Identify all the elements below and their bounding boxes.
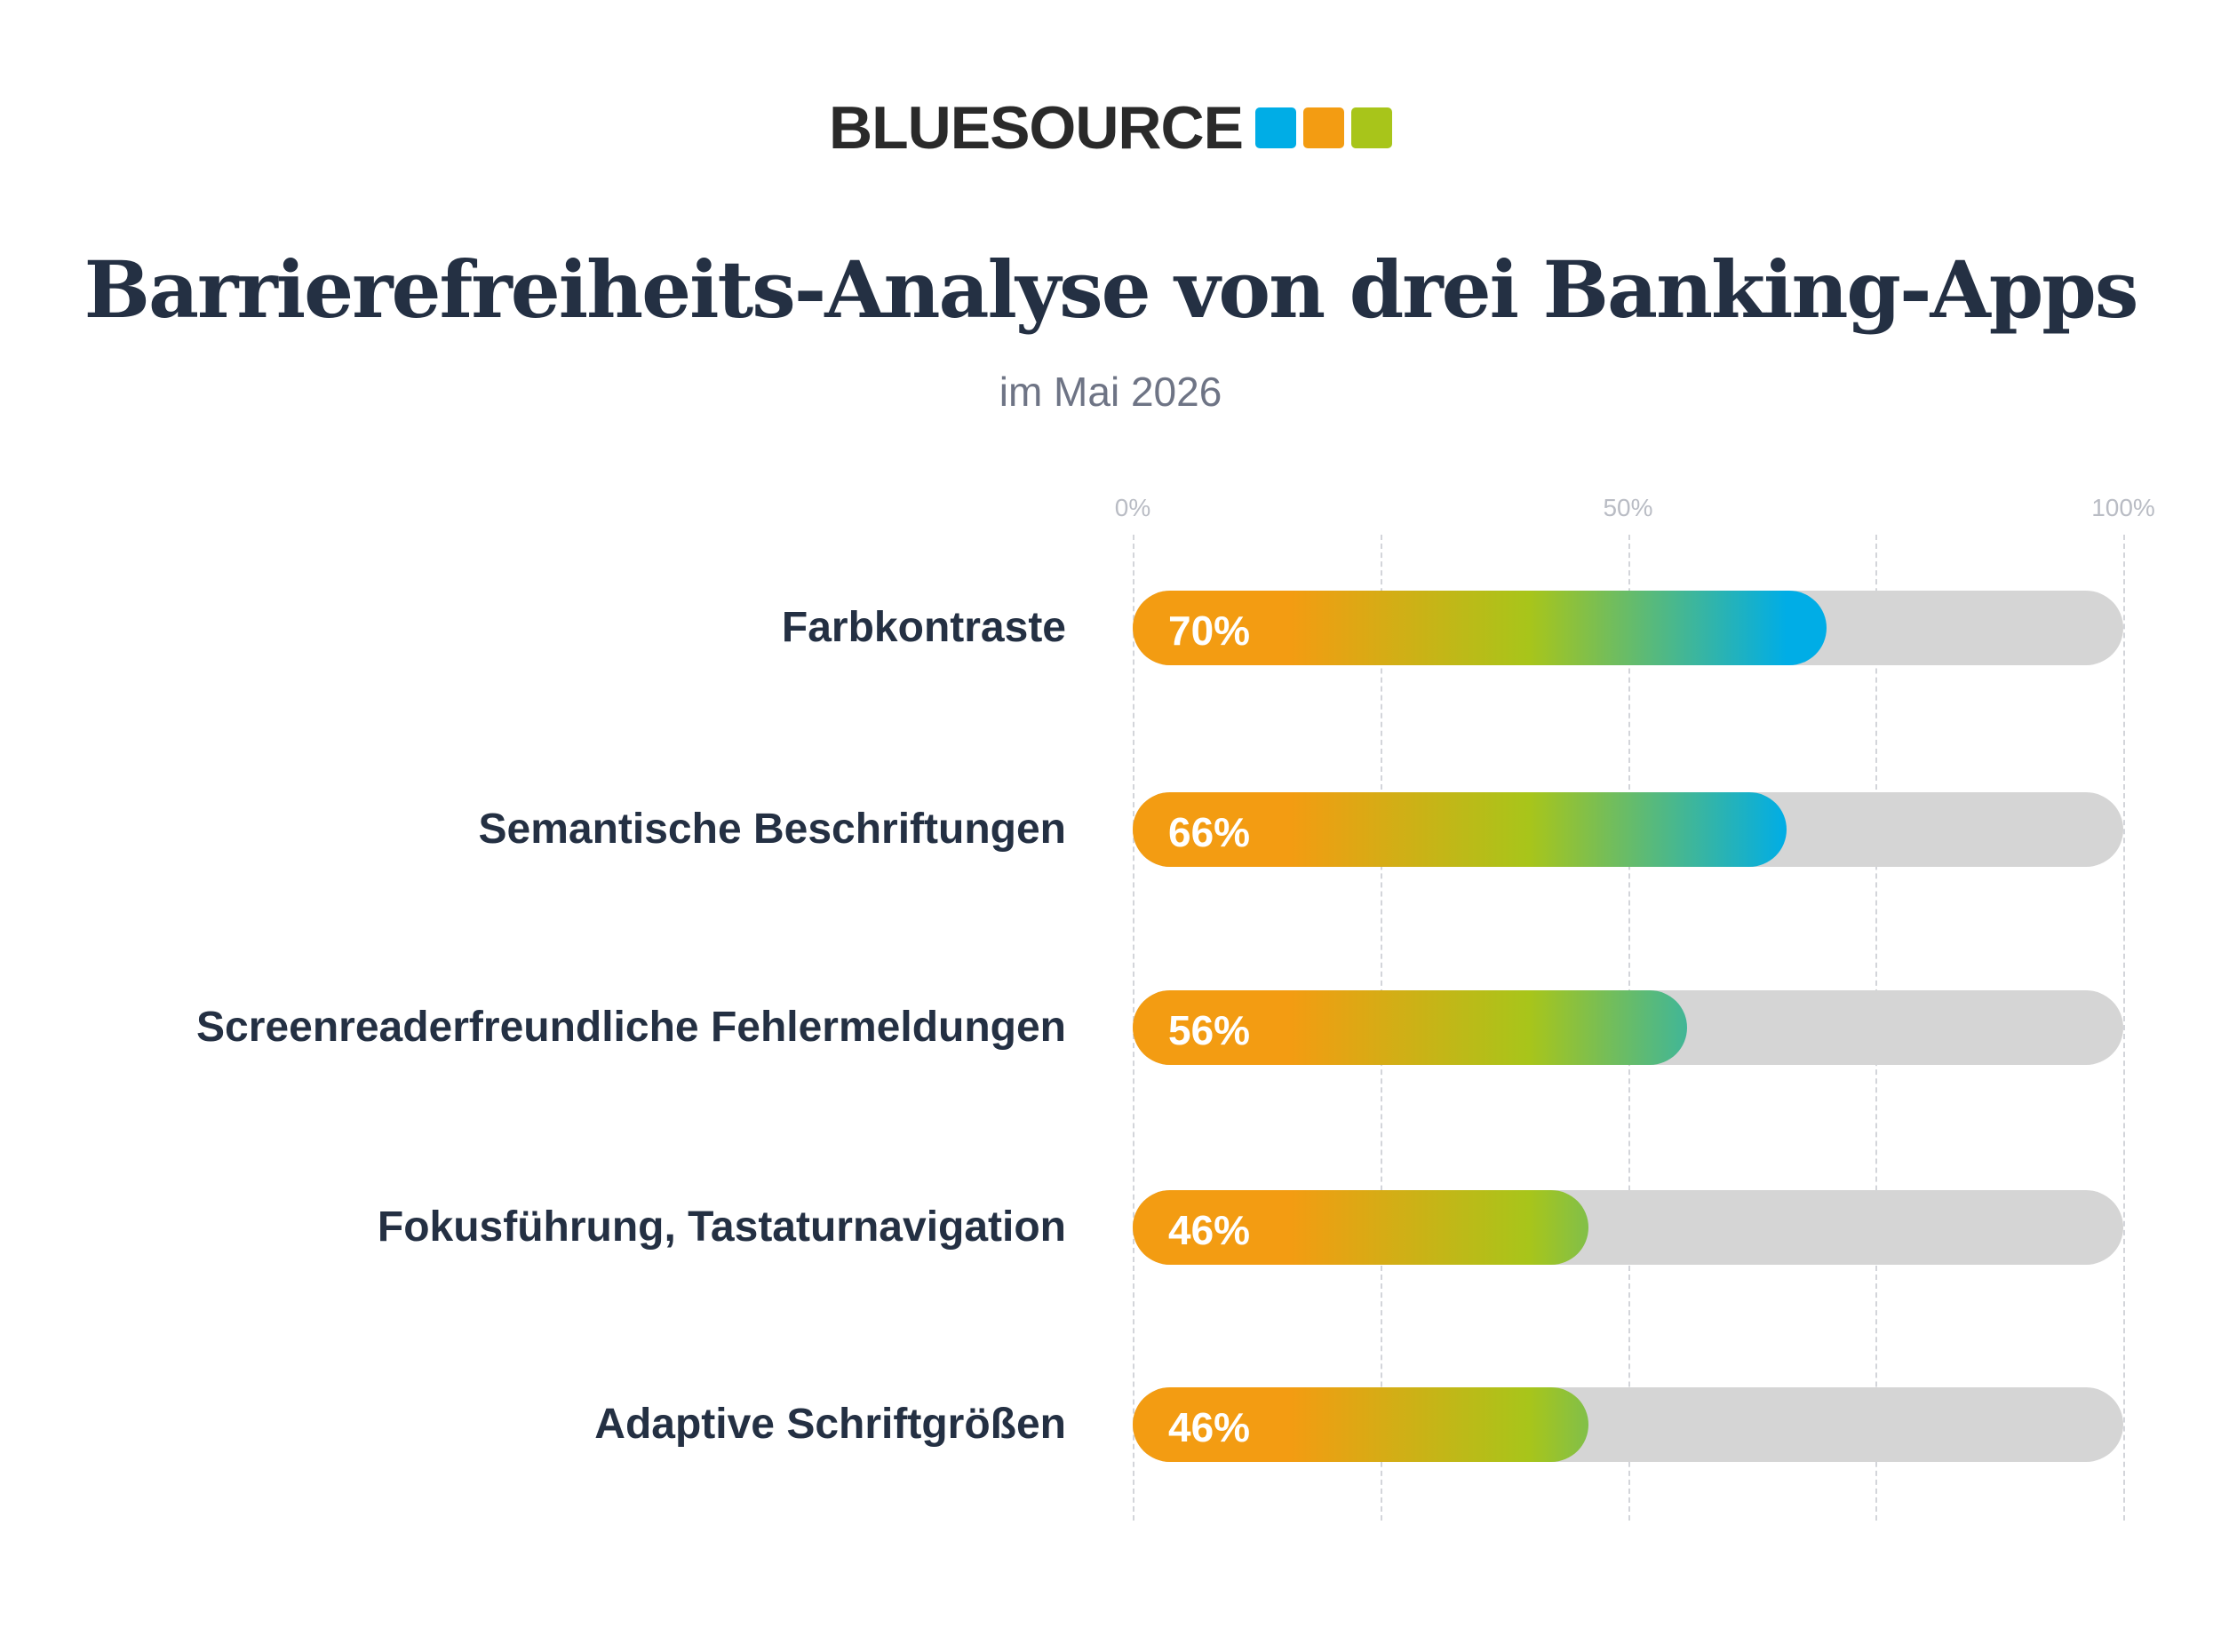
bar [1133,990,1688,1065]
x-tick-label: 0% [1114,494,1151,521]
logo-square-orange [1303,107,1345,148]
logo-square-green [1351,107,1393,148]
bar [1133,792,1787,867]
bar [1133,591,1827,665]
category-label: Adaptive Schriftgrößen [594,1401,1066,1448]
bar-chart: 0% 50% 100% 70% 66% 56% 46% 46% [1115,480,2155,1528]
category-label: Fokusführung, Tastaturnavigation [377,1203,1066,1251]
gridline-100 [2123,535,2125,1521]
x-tick-label: 100% [2091,494,2155,521]
category-label: Screenreaderfreundliche Fehlermeldungen [196,1004,1066,1051]
bar-value-label: 46% [1168,1207,1251,1253]
category-label: Farbkontraste [781,604,1066,651]
brand-logo: BLUESOURCE [0,98,2221,158]
logo-square-blue [1255,107,1297,148]
bar [1133,1190,1588,1265]
bar-value-label: 66% [1168,809,1251,855]
logo-squares [1248,107,1393,148]
bar [1133,1387,1588,1462]
logo-text: BLUESOURCE [828,94,1244,162]
category-label: Semantische Beschriftungen [478,806,1067,853]
chart-subtitle: im Mai 2026 [999,369,1222,415]
x-tick-label: 50% [1603,494,1653,521]
bar-value-label: 70% [1168,608,1251,654]
bar-value-label: 46% [1168,1404,1251,1450]
bar-value-label: 56% [1168,1007,1251,1053]
chart-title: Barrierefreiheits-Analyse von drei Banki… [84,243,2139,336]
